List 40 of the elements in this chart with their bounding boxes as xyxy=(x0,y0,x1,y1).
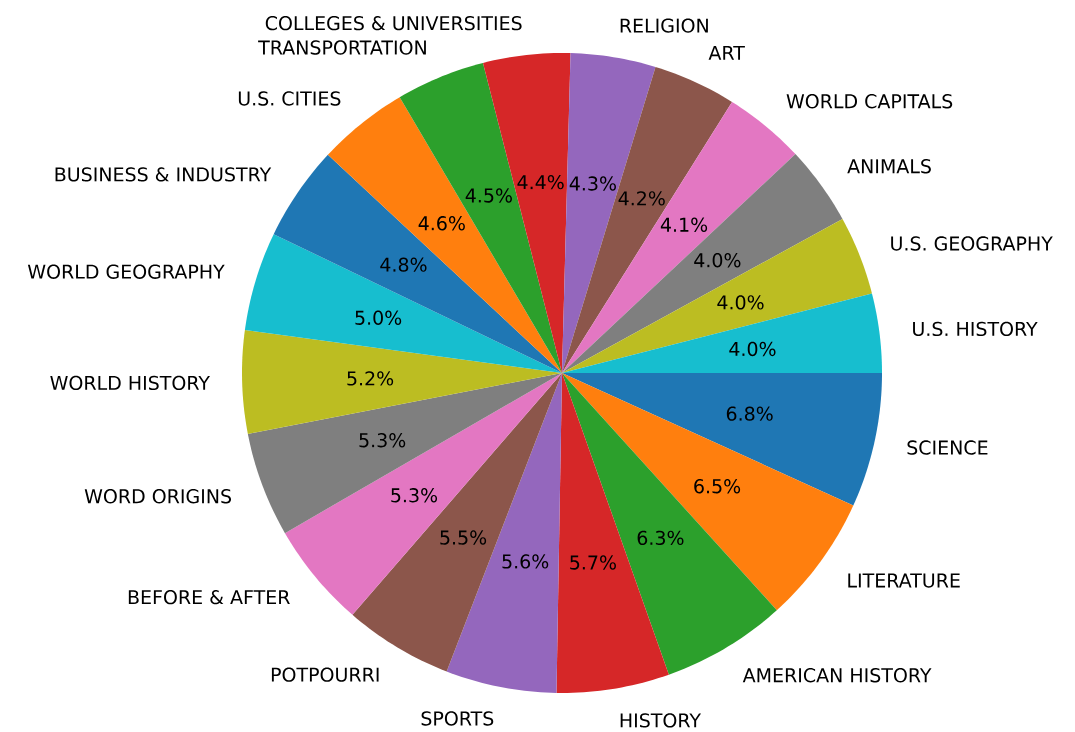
slice-label: BEFORE & AFTER xyxy=(128,589,290,605)
slice-label: WORD ORIGINS xyxy=(84,489,232,504)
slice-label: ART xyxy=(708,45,745,60)
slice-label: U.S. CITIES xyxy=(238,91,341,106)
slice-label: ANIMALS xyxy=(847,159,931,174)
data-label: 4.0% xyxy=(694,253,741,268)
data-label: 4.6% xyxy=(418,216,465,231)
data-label: 4.0% xyxy=(729,341,776,357)
slice-label: WORLD CAPITALS xyxy=(786,94,953,109)
data-label: 5.0% xyxy=(355,310,402,325)
slice-label: HISTORY xyxy=(620,713,702,728)
slice-label: U.S. GEOGRAPHY xyxy=(891,236,1053,251)
data-label: 6.3% xyxy=(637,530,684,546)
slice-label: WORLD GEOGRAPHY xyxy=(27,264,225,279)
data-label: 4.3% xyxy=(569,176,616,191)
slice-label: RELIGION xyxy=(620,18,708,33)
data-label: 5.6% xyxy=(502,554,549,569)
slice-label: BUSINESS & INDUSTRY xyxy=(55,167,272,182)
data-label: 4.8% xyxy=(380,257,427,272)
data-label: 4.0% xyxy=(717,295,764,310)
slice-label: TRANSPORTATION xyxy=(258,40,426,55)
data-label: 4.2% xyxy=(618,191,665,206)
slice-label: POTPOURRI xyxy=(271,667,379,682)
slice-label: LITERATURE xyxy=(848,573,960,588)
slice-label: U.S. HISTORY xyxy=(913,321,1038,337)
data-label: 5.3% xyxy=(391,488,438,503)
data-label: 4.1% xyxy=(660,217,708,232)
data-label: 4.5% xyxy=(465,188,512,203)
slice-label: AMERICAN HISTORY xyxy=(742,668,932,683)
slice-label: SCIENCE xyxy=(907,440,988,455)
slice-label: SPORTS xyxy=(421,711,494,726)
data-label: 5.2% xyxy=(347,371,394,386)
data-label: 5.3% xyxy=(359,433,406,448)
slice-label: WORLD HISTORY xyxy=(50,375,210,391)
data-label: 4.4% xyxy=(517,174,564,190)
data-label: 5.7% xyxy=(570,555,616,570)
data-label: 6.5% xyxy=(694,479,741,494)
data-label: 6.8% xyxy=(726,406,773,421)
slice-label: COLLEGES & UNIVERSITIES xyxy=(265,15,522,31)
data-label: 5.5% xyxy=(440,530,487,545)
